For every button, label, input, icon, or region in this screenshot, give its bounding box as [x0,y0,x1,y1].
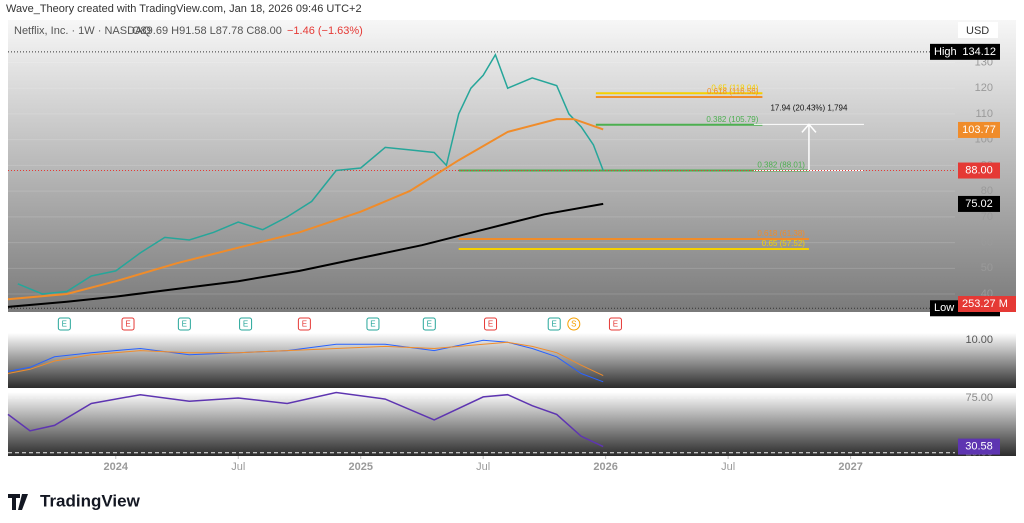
brand: TradingView [40,491,141,510]
event-label: E [370,320,375,329]
fib-label: 0.382 (88.01) [757,161,805,170]
high-box [930,43,1000,60]
currency-box [958,22,998,38]
measure-label: 17.94 (20.43%) 1,794 [770,103,847,112]
event-label: E [182,320,187,329]
event-label: E [427,320,432,329]
change: −1.46 (−1.63%) [287,25,363,37]
event-marker [484,317,498,331]
macd-tick-label: 10.00 [965,334,993,346]
event-marker [57,317,71,331]
y-tick-label: 80 [981,185,993,197]
price-label: 75.02 [965,198,993,210]
macd-line [7,339,604,383]
event-label: E [302,320,307,329]
x-tick-label: Jul [721,461,735,473]
x-tick-label: 2026 [593,461,617,473]
x-tick-label: 2024 [104,461,129,473]
rsi-pane [8,392,1016,456]
price-label: 103.77 [962,124,996,136]
rsi-line [7,391,604,448]
event-marker [608,317,622,331]
volume-label: 253.27 M [962,298,1008,310]
macd-line [7,341,604,377]
event-marker [177,317,191,331]
price-label: 88.00 [965,164,993,176]
fib-label: 0.65 (118.04) [711,83,758,92]
credit: Wave_Theory created with TradingView.com… [6,3,362,15]
y-tick-label: 50 [981,262,993,274]
event-marker [547,317,561,331]
event-label: E [62,320,67,329]
event-marker [366,317,380,331]
price-label-box [958,121,1000,138]
macd-pane [8,333,1016,388]
fib-label: 0.65 (57.52) [762,239,805,248]
volume-box [958,296,1016,312]
rsi-value-box [958,438,1000,455]
symbol: Netflix, Inc. · 1W · NASDAQ [14,25,151,37]
event-label: E [488,320,493,329]
y-tick-label: 60 [981,236,993,248]
price-line [7,118,604,301]
event-marker [121,317,135,331]
price-label-box [958,162,1000,179]
x-tick-label: Jul [231,461,245,473]
fib-label: 0.382 (105.79) [706,115,758,124]
x-tick-label: Jul [476,461,490,473]
price-line [17,52,604,295]
price-label-box [958,195,1000,212]
event-marker [567,317,581,331]
fib-label: 0.618 (116.56) [707,87,759,96]
event-label: E [125,320,130,329]
low-label: Low [934,302,954,314]
price-line [7,202,604,308]
y-tick-label: 70 [981,211,993,223]
event-label: S [571,320,576,329]
y-tick-label: 120 [975,82,993,94]
logo [8,494,28,510]
rsi-tick-label: 75.00 [965,392,993,404]
event-marker [297,317,311,331]
event-label: E [552,320,557,329]
x-tick-label: 2027 [838,461,862,473]
event-marker [422,317,436,331]
event-label: E [613,320,618,329]
high-value: 134.12 [962,46,996,58]
ohlc: O89.69 H91.58 L87.78 C88.00 [132,25,282,37]
currency: USD [966,25,989,37]
event-label: E [243,320,248,329]
x-tick-label: 2025 [348,461,372,473]
fib-label: 0.618 (61.38) [757,229,805,238]
rsi-value-label: 30.58 [965,441,993,453]
event-marker [239,317,253,331]
y-tick-label: 110 [975,108,993,120]
high-label: High [934,46,957,58]
